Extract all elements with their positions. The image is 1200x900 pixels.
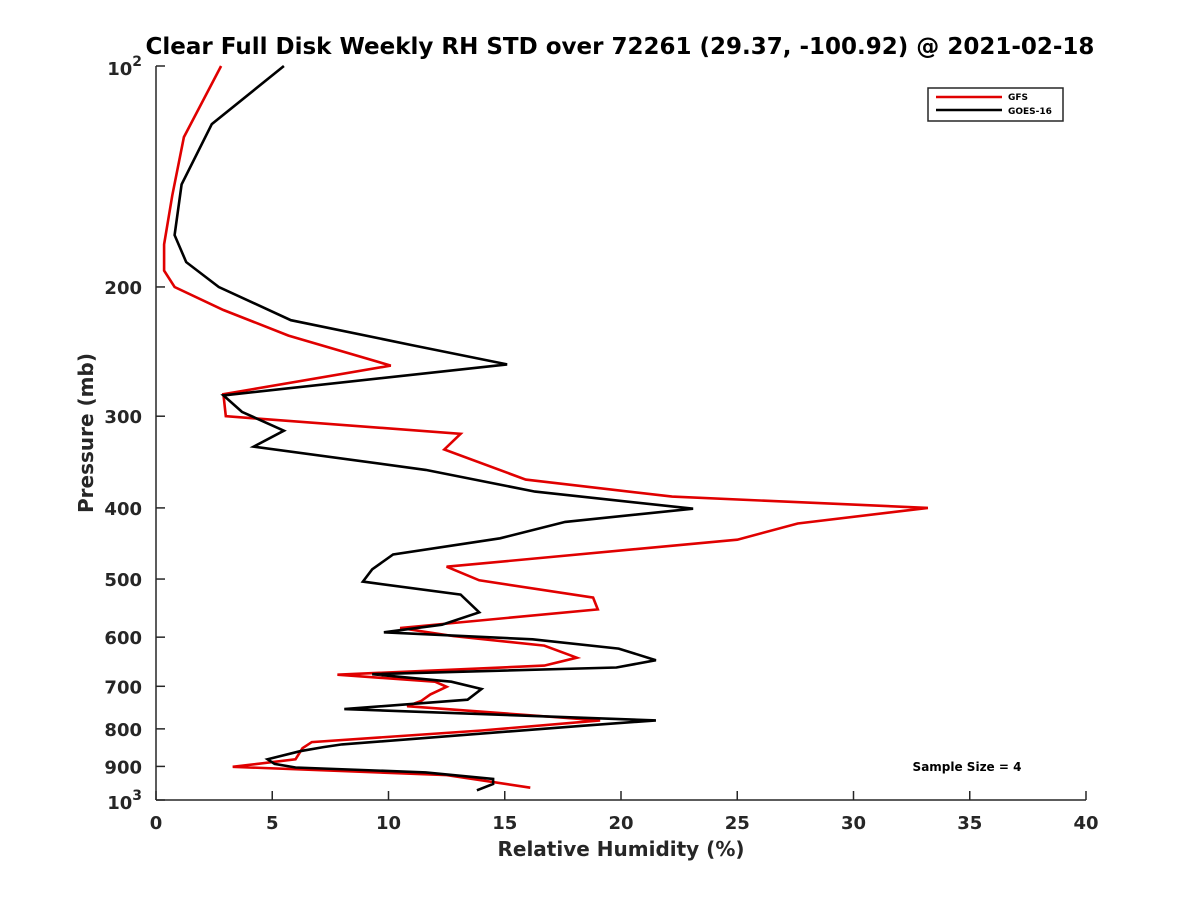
y-tick-label: 900 [104, 757, 142, 778]
x-tick-label: 10 [376, 813, 401, 834]
x-tick-label: 25 [725, 813, 750, 834]
chart-title: Clear Full Disk Weekly RH STD over 72261… [146, 34, 1095, 60]
x-tick-label: 30 [841, 813, 866, 834]
legend-label-gfs: GFS [1008, 93, 1028, 103]
y-tick-label: 102 [107, 54, 142, 80]
x-axis-label: Relative Humidity (%) [497, 837, 744, 861]
y-tick-label: 300 [104, 407, 142, 428]
y-tick-label: 700 [104, 677, 142, 698]
y-tick-label: 500 [104, 570, 142, 591]
y-tick-label: 103 [107, 788, 142, 814]
y-tick-exponent: 2 [132, 54, 142, 70]
x-tick-label: 0 [150, 813, 163, 834]
y-tick-base: 10 [107, 793, 132, 814]
y-tick-label: 200 [104, 278, 142, 299]
sample-size-annotation: Sample Size = 4 [913, 760, 1022, 774]
y-tick-exponent: 3 [132, 788, 142, 804]
y-tick-label: 400 [104, 499, 142, 520]
y-tick-label: 800 [104, 720, 142, 741]
y-axis-label: Pressure (mb) [74, 353, 98, 513]
x-ticks: 0 5 10 15 20 25 30 35 40 [150, 791, 1099, 834]
series-group [162, 64, 929, 792]
x-tick-label: 5 [266, 813, 279, 834]
plot-area: 0 5 10 15 20 25 30 35 40 10220030040050060070080… [104, 54, 1098, 834]
legend: GFS GOES-16 [927, 87, 1064, 122]
legend-label-goes16: GOES-16 [1008, 107, 1052, 117]
y-tick-label: 600 [104, 628, 142, 649]
x-tick-label: 35 [957, 813, 982, 834]
legend-box [927, 87, 1064, 122]
x-tick-label: 40 [1073, 813, 1098, 834]
x-tick-label: 15 [492, 813, 517, 834]
y-tick-base: 10 [107, 59, 132, 80]
series-line-gfs [162, 65, 929, 789]
x-tick-label: 20 [608, 813, 633, 834]
series-line-goes16 [173, 64, 694, 792]
